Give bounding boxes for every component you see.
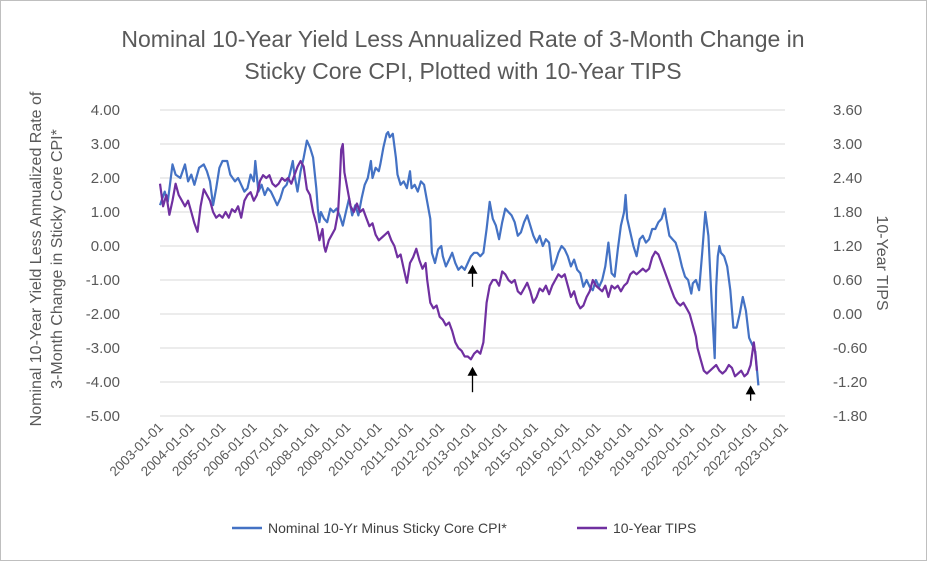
y-tick-label: 4.00 <box>91 102 120 119</box>
y-tick-label: 1.00 <box>91 204 120 221</box>
y2-axis-title: 10-Year TIPS <box>873 215 890 310</box>
y2-tick-label: -1.20 <box>833 374 867 391</box>
y-tick-label: -1.00 <box>86 272 120 289</box>
annotations <box>467 264 756 401</box>
y-axis-ticks: 4.00 3.00 2.00 1.00 0.00 -1.00 -2.00 -3.00 -4.00… <box>86 102 120 425</box>
y2-tick-label: 2.40 <box>833 170 862 187</box>
y2-tick-label: 0.60 <box>833 272 862 289</box>
series-line-1 <box>158 131 760 386</box>
y-tick-label: -2.00 <box>86 306 120 323</box>
y2-tick-label: -1.80 <box>833 408 867 425</box>
y-tick-label: 2.00 <box>91 170 120 187</box>
chart-title-line-2: Sticky Core CPI, Plotted with 10-Year TI… <box>244 58 681 84</box>
y-tick-label: -3.00 <box>86 340 120 357</box>
annotation-arrow-head <box>467 264 478 274</box>
y-tick-label: -5.00 <box>86 408 120 425</box>
y2-tick-label: 3.00 <box>833 136 862 153</box>
y2-axis-ticks: 3.60 3.00 2.40 1.80 1.20 0.60 0.00 -0.60 -1.20 -1… <box>833 102 867 425</box>
x-axis-ticks: 2003-01-012004-01-012005-01-012006-01-01… <box>107 420 791 479</box>
y2-tick-label: 0.00 <box>833 306 862 323</box>
legend: Nominal 10-Yr Minus Sticky Core CPI* 10-… <box>232 520 696 536</box>
y-tick-label: 0.00 <box>91 238 120 255</box>
series-line-2 <box>158 142 758 378</box>
y2-tick-label: -0.60 <box>833 340 867 357</box>
y-tick-label: -4.00 <box>86 374 120 391</box>
y-axis-title-line-1: Nominal 10-Year Yield Less Annualized Ra… <box>28 91 45 426</box>
y-axis-title-line-2: 3-Month Change in Sticky Core CPI* <box>49 129 66 389</box>
chart-title-line-1: Nominal 10-Year Yield Less Annualized Ra… <box>121 26 804 52</box>
y-tick-label: 3.00 <box>91 136 120 153</box>
y2-tick-label: 1.80 <box>833 204 862 221</box>
legend-label-series-1: Nominal 10-Yr Minus Sticky Core CPI* <box>268 520 507 536</box>
y2-tick-label: 3.60 <box>833 102 862 119</box>
annotation-arrow-head <box>745 385 756 395</box>
y2-tick-label: 1.20 <box>833 238 862 255</box>
annotation-arrow-head <box>467 366 478 376</box>
legend-label-series-2: 10-Year TIPS <box>613 520 696 536</box>
series-lines <box>158 131 760 386</box>
